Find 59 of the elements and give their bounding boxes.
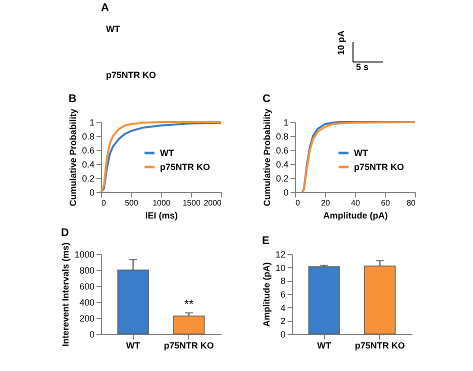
x-tick-label: 1000 xyxy=(152,198,171,208)
y-tick-label: 12 xyxy=(275,250,286,260)
y-tick-label: 0.8 xyxy=(82,132,94,142)
y-tick-label: 0 xyxy=(89,188,94,198)
y-tick-label: 0.6 xyxy=(82,146,94,156)
legend-label: WT xyxy=(160,148,174,158)
x-axis-title: Amplitude (pA) xyxy=(323,210,388,220)
x-tick-label: 500 xyxy=(124,198,139,208)
x-tick-label: WT xyxy=(317,340,332,350)
y-tick-label: 1 xyxy=(89,118,94,128)
text: p75NTR KO xyxy=(106,70,156,80)
chart-title: C xyxy=(262,93,270,106)
x-tick-label: p75NTR KO xyxy=(354,340,405,350)
y-axis-title: Cumulative Probability xyxy=(262,108,272,206)
x-tick-label: 0 xyxy=(296,198,300,208)
legend-label: p75NTR KO xyxy=(160,162,210,172)
x-tick-label: WT xyxy=(126,340,141,350)
annotation: ** xyxy=(184,296,194,311)
x-tick-label: 40 xyxy=(351,198,360,208)
y-tick-label: 0.2 xyxy=(82,174,94,184)
y-tick-label: 0.2 xyxy=(276,174,288,184)
y-tick-label: 200 xyxy=(79,314,94,324)
x-tick-label: 1500 xyxy=(182,198,201,208)
y-tick-label: 4 xyxy=(280,302,286,313)
y-tick-label: 0.6 xyxy=(276,146,288,156)
x-tick-label: 0 xyxy=(102,198,106,208)
x-tick-label: 60 xyxy=(381,198,390,208)
chart-title: B xyxy=(68,93,76,106)
x-tick-label: 80 xyxy=(406,198,416,208)
y-tick-label: 600 xyxy=(79,282,94,292)
legend-label: p75NTR KO xyxy=(354,162,404,172)
chart-title: D xyxy=(60,226,69,239)
y-axis-title: Amplitude (pA) xyxy=(261,262,272,327)
y-tick-label: 0 xyxy=(280,330,286,340)
y-tick-label: 1 xyxy=(283,118,288,128)
y-tick-label: 0.8 xyxy=(276,132,288,142)
y-tick-label: 6 xyxy=(280,290,286,300)
y-tick-label: 0 xyxy=(89,330,94,340)
y-tick-label: 0.4 xyxy=(82,160,94,170)
y-axis-title: Interevent Intervals (ms) xyxy=(60,242,70,347)
text: WT xyxy=(106,24,120,34)
legend-label: WT xyxy=(354,148,368,158)
y-tick-label: 1000 xyxy=(74,250,94,260)
x-axis-title: IEI (ms) xyxy=(145,210,178,220)
y-tick-label: 0.4 xyxy=(276,160,288,170)
y-tick-label: 8 xyxy=(280,276,286,286)
x-tick-label: p75NTR KO xyxy=(164,340,214,350)
chart-title: E xyxy=(262,235,270,247)
y-tick-label: 2 xyxy=(280,316,286,326)
text: 10 pA xyxy=(336,30,346,55)
text: 5 s xyxy=(356,62,369,72)
x-tick-label: 20 xyxy=(321,198,330,208)
x-tick-label: 2000 xyxy=(204,198,222,208)
y-tick-label: 800 xyxy=(79,266,94,276)
y-axis-title: Cumulative Probability xyxy=(68,108,78,206)
y-tick-label: 400 xyxy=(79,298,94,308)
y-tick-label: 0 xyxy=(283,188,288,198)
y-tick-label: 10 xyxy=(275,262,286,273)
text: A xyxy=(101,2,109,14)
